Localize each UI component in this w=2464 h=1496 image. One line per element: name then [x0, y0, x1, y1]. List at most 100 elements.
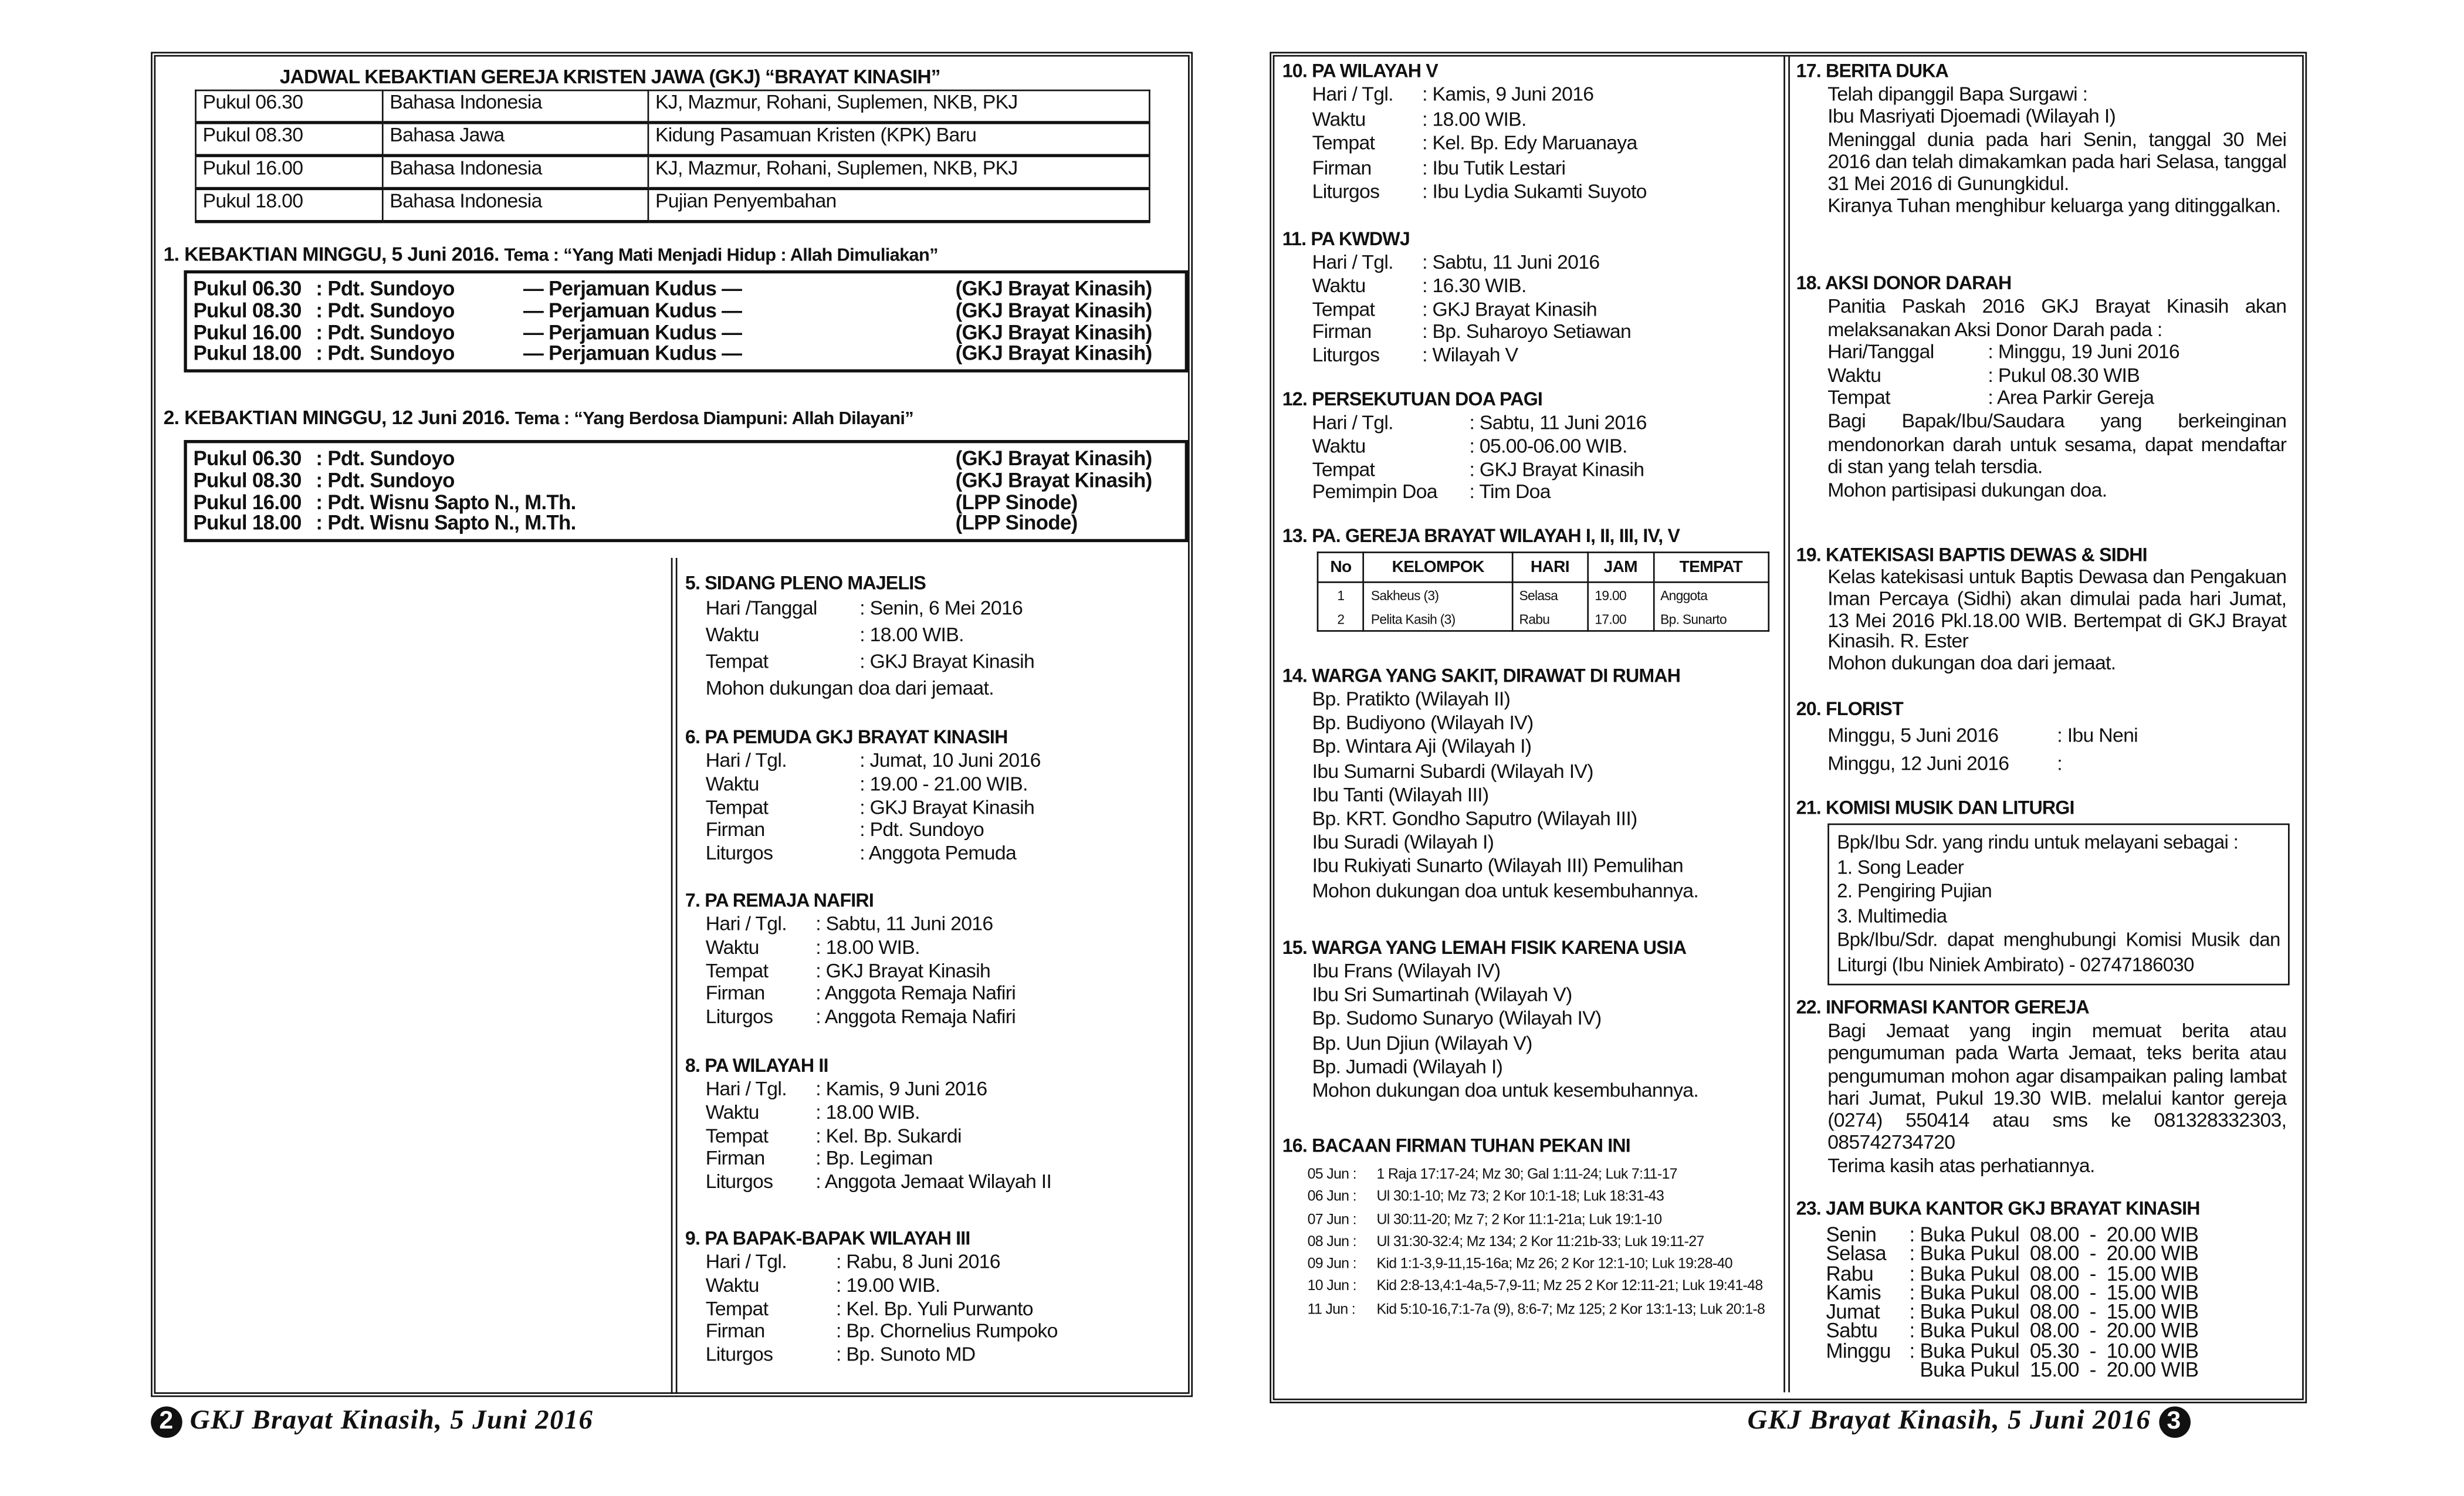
service-row: Pukul 18.00: Pdt. Wisnu Sapto N., M.Th. (… — [193, 511, 1178, 535]
section: 6. PA PEMUDA GKJ BRAYAT KINASIH Hari / Tg… — [685, 726, 1182, 866]
paragraph: Ibu Rukiyati Sunarto (Wilayah III) Pemul… — [1312, 855, 1684, 878]
schedule-row: Pukul 18.00 Bahasa Indonesia Pujian Penyem… — [195, 188, 1150, 224]
section-body: Hari / Tgl. Sabtu, 11 Juni 2016 Waktu 16.30… — [1282, 252, 1773, 368]
paragraph: Panitia Paskah 2016 GKJ Brayat Kinasih a… — [1827, 295, 2287, 341]
detail-value: 18.00 WIB. — [815, 936, 920, 960]
paragraph: Kiranya Tuhan menghibur keluarga yang di… — [1827, 195, 2281, 218]
left-page-frame — [151, 52, 1193, 1397]
ministry-box: Bpk/Ibu Sdr. yang rindu untuk melayani s… — [1827, 823, 2290, 986]
service-place: (GKJ Brayat Kinasih) — [955, 446, 1153, 470]
section-heading: 6. PA PEMUDA GKJ BRAYAT KINASIH — [685, 726, 1008, 749]
detail-row: Hari / Tgl. Sabtu, 11 Juni 2016 — [1312, 412, 1773, 435]
hours-time: : Buka Pukul 08.00 - 20.00 WIB — [1909, 1319, 2199, 1343]
service-heading: 2. KEBAKTIAN MINGGU, 12 Juni 2016. Tema … — [164, 407, 914, 429]
hours-time: : Buka Pukul 08.00 - 15.00 WIB — [1909, 1261, 2199, 1285]
table-cell: Pelita Kasih (3) — [1363, 606, 1513, 632]
section-heading: 5. SIDANG PLENO MAJELIS — [685, 572, 926, 594]
detail-value: 05.00-06.00 WIB. — [1469, 435, 1627, 458]
detail-row: Hari /Tanggal Senin, 6 Mei 2016 — [706, 595, 1182, 622]
service-note: — Perjamuan Kudus — — [523, 276, 742, 300]
detail-value: Anggota Jemaat Wilayah II — [815, 1171, 1052, 1194]
detail-value: Bp. Chornelius Rumpoko — [836, 1321, 1058, 1344]
detail-row: Liturgos Bp. Sunoto MD — [706, 1344, 1182, 1368]
detail-label: Tempat — [705, 1124, 769, 1147]
detail-value: Kel. Bp. Sukardi — [815, 1125, 962, 1148]
detail-value: 16.30 WIB. — [1422, 275, 1527, 298]
hours-row: Kamis: Buka Pukul 08.00 - 15.00 WIB — [1826, 1280, 2287, 1304]
service-time: Pukul 08.30 — [193, 298, 302, 322]
hours-row: Sabtu: Buka Pukul 08.00 - 20.00 WIB — [1826, 1319, 2287, 1343]
hours-day: Senin — [1826, 1222, 1877, 1247]
page-number-left: 2 — [151, 1406, 182, 1438]
detail-value: Sabtu, 11 Juni 2016 — [1422, 252, 1600, 275]
reading-passages: Ul 31:30-32:4; Mz 134; 2 Kor 11:21b-33; … — [1376, 1233, 1704, 1250]
detail-label: Pemimpin Doa — [1312, 481, 1438, 504]
right-page-frame — [1270, 52, 2307, 1403]
paragraph: Mohon partisipasi dukungan doa. — [1827, 479, 2107, 501]
reading-passages: 1 Raja 17:17-24; Mz 30; Gal 1:11-24; Luk… — [1376, 1166, 1677, 1182]
detail-row: Tempat GKJ Brayat Kinasih — [1312, 458, 1773, 482]
detail-label: Tempat — [705, 959, 769, 982]
service-place: (GKJ Brayat Kinasih) — [955, 341, 1153, 365]
section-body: Kelas katekisasi untuk Baptis Dewasa dan… — [1796, 566, 2287, 676]
schedule-cell: Bahasa Indonesia — [381, 89, 649, 124]
detail-value: Anggota Pemuda — [859, 842, 1017, 866]
reading-passages: Kid 2:8-13,4:1-4a,5-7,9-11; Mz 25 2 Kor … — [1376, 1278, 1763, 1294]
hours-day — [1826, 1361, 1910, 1380]
detail-row: Tempat GKJ Brayat Kinasih — [1312, 298, 1773, 321]
paragraph: Ibu Suradi (Wilayah I) — [1312, 831, 1494, 854]
hours-day: Jumat — [1826, 1299, 1880, 1324]
service-pastor: : Pdt. Sundoyo — [316, 468, 455, 492]
detail-label: Hari / Tgl. — [705, 1251, 787, 1273]
reading-date: 06 Jun — [1282, 1185, 1370, 1207]
reading-row: 07 Jun Ul 30:11-20; Mz 7; 2 Kor 11:1-21a;… — [1282, 1208, 1773, 1230]
schedule-row: Pukul 08.30 Bahasa Jawa Kidung Pasamuan Kr… — [195, 121, 1150, 157]
detail-value: Bp. Sunoto MD — [836, 1344, 976, 1368]
reading-row: 05 Jun 1 Raja 17:17-24; Mz 30; Gal 1:11-2… — [1282, 1163, 1773, 1185]
reading-date: 08 Jun — [1282, 1230, 1370, 1253]
paragraph: Ibu Frans (Wilayah IV) — [1312, 960, 1501, 983]
section-heading: 7. PA REMAJA NAFIRI — [685, 889, 874, 912]
reading-row: 06 Jun Ul 30:1-10; Mz 73; 2 Kor 10:1-18; … — [1282, 1185, 1773, 1207]
detail-value: Minggu, 19 Juni 2016 — [1988, 341, 2180, 364]
detail-row: Liturgos Wilayah V — [1312, 344, 1773, 368]
service-place: (LPP Sinode) — [955, 511, 1078, 535]
table-cell: Bp. Sunarto — [1652, 606, 1770, 632]
detail-value: Wilayah V — [1422, 344, 1519, 368]
detail-label: Waktu — [705, 1274, 760, 1297]
detail-row: Firman Bp. Legiman — [706, 1148, 1182, 1171]
detail-label: Waktu — [705, 1101, 760, 1123]
service-theme: Tema : “Yang Berdosa Diampuni: Allah Dil… — [515, 410, 914, 429]
section-heading: 21. KOMISI MUSIK DAN LITURGI — [1796, 797, 2075, 819]
hours-time: : Buka Pukul 08.00 - 15.00 WIB — [1909, 1280, 2199, 1304]
table-row: 2 Pelita Kasih (3) Rabu 17.00 Bp. Sunarto — [1316, 606, 1770, 632]
detail-row: Tempat Kel. Bp. Sukardi — [706, 1125, 1182, 1148]
box-line: 2. Pengiring Pujian — [1837, 880, 1992, 902]
reading-passages: Kid 5:10-16,7:1-7a (9), 8:6-7; Mz 125; 2… — [1376, 1301, 1765, 1317]
detail-row: Waktu Pukul 08.30 WIB — [1827, 364, 2286, 387]
reading-row: 09 Jun Kid 1:1-3,9-11,15-16a; Mz 26; 2 Ko… — [1282, 1253, 1773, 1275]
hours-row: Senin: Buka Pukul 08.00 - 20.00 WIB — [1826, 1222, 2287, 1247]
paragraph: Mohon dukungan doa dari jemaat. — [1827, 652, 2116, 675]
section: 13. PA. GEREJA BRAYAT WILAYAH I, II, III… — [1282, 525, 1773, 632]
table-cell: 1 — [1316, 582, 1365, 607]
service-time: Pukul 08.30 — [193, 468, 302, 492]
table-row: 1 Sakheus (3) Selasa 19.00 Anggota — [1316, 582, 1770, 607]
schedule-row: Pukul 06.30 Bahasa Indonesia KJ, Mazmur, R… — [195, 89, 1150, 124]
service-row: Pukul 08.30: Pdt. Sundoyo (GKJ Brayat Kin… — [193, 469, 1178, 491]
detail-row: Liturgos Anggota Jemaat Wilayah II — [706, 1171, 1182, 1194]
detail-row: Tempat GKJ Brayat Kinasih — [706, 960, 1182, 983]
detail-label: Hari / Tgl. — [1312, 251, 1394, 274]
detail-value: GKJ Brayat Kinasih — [1422, 298, 1597, 321]
detail-label: Liturgos — [705, 1006, 773, 1028]
column-header: JAM — [1587, 551, 1654, 583]
detail-row: Firman Pdt. Sundoyo — [706, 820, 1182, 843]
wilayah-table: No KELOMPOK HARI JAM TEMPAT 1 Sakheus (3) Selas… — [1316, 551, 1770, 632]
section-heading: 11. PA KWDWJ — [1282, 228, 1410, 250]
service-note — [523, 491, 956, 513]
schedule-cell: Pujian Penyembahan — [647, 188, 1150, 224]
section-heading: 14. WARGA YANG SAKIT, DIRAWAT DI RUMAH — [1282, 665, 1681, 687]
detail-row: Tempat GKJ Brayat Kinasih — [706, 649, 1182, 676]
hours-row: Buka Pukul 15.00 - 20.00 WIB — [1826, 1359, 2287, 1380]
